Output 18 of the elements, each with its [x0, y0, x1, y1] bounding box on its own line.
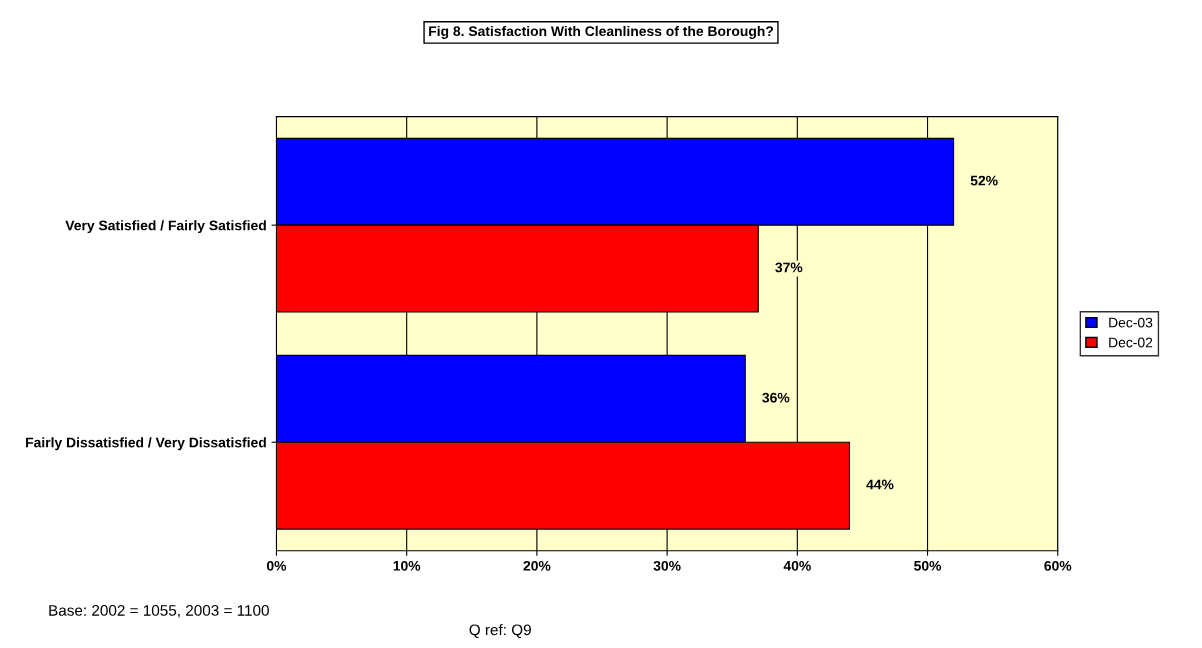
text: Base: 2002 = 1055, 2003 = 1100: [49, 605, 269, 618]
legend-label: Dec-02: [1109, 337, 1153, 348]
x-tick-label: 30%: [653, 560, 681, 571]
chart-title: Fig 8. Satisfaction With Cleanliness of the Borough?: [429, 25, 773, 39]
y-tick-label: Fairly Dissatisfied / Very Dissatisfied: [26, 437, 266, 451]
x-tick-label: 0%: [266, 560, 287, 571]
x-tick-label: 60%: [1044, 560, 1072, 571]
x-tick-label: 10%: [393, 560, 421, 571]
data-label: 52%: [970, 175, 998, 186]
y-tick-label: Very Satisfied / Fairly Satisfied: [65, 220, 266, 234]
x-tick-label: 20%: [523, 560, 551, 571]
legend-label: Dec-03: [1109, 317, 1153, 328]
data-label: 36%: [762, 392, 790, 403]
data-label: 37%: [775, 262, 803, 273]
text: Q ref: Q9: [469, 624, 531, 638]
data-label: 44%: [866, 479, 894, 490]
x-tick-label: 50%: [914, 560, 942, 571]
x-tick-label: 40%: [783, 560, 811, 571]
